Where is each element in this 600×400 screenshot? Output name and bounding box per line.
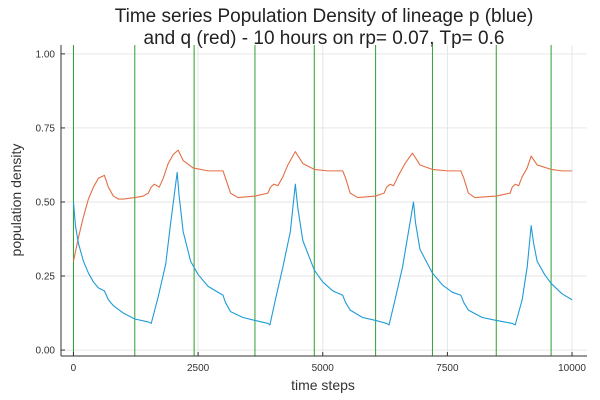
y-tick-label-1: 0.25 (36, 272, 56, 283)
y-axis-label: population density (8, 144, 24, 257)
series-line-1 (72, 171, 573, 326)
vertical-markers (72, 45, 552, 356)
y-tick-label-2: 0.50 (36, 197, 56, 208)
series-line-0 (72, 149, 573, 262)
y-tick-label-3: 0.75 (36, 123, 56, 134)
grid (61, 45, 587, 356)
x-tick-label-3: 7500 (436, 363, 459, 374)
chart-title-line-1: Time series Population Density of lineag… (115, 6, 534, 27)
x-tick-label-2: 5000 (312, 363, 335, 374)
y-tick-label-0: 0.00 (36, 346, 56, 357)
series-lines (72, 149, 573, 326)
tick-labels: 0 2500 5000 7500 10000 0.00 0.25 0.50 0.75 1.00 (36, 49, 587, 374)
chart-title-line-2: and q (red) - 10 hours on rp= 0.07, Tp= … (144, 28, 505, 49)
y-tick-label-4: 1.00 (36, 49, 56, 60)
x-tick-label-0: 0 (71, 363, 77, 374)
x-axis-label: time steps (291, 377, 355, 393)
x-tick-label-4: 10000 (558, 363, 586, 374)
x-tick-label-1: 2500 (187, 363, 210, 374)
axes (60, 45, 587, 357)
